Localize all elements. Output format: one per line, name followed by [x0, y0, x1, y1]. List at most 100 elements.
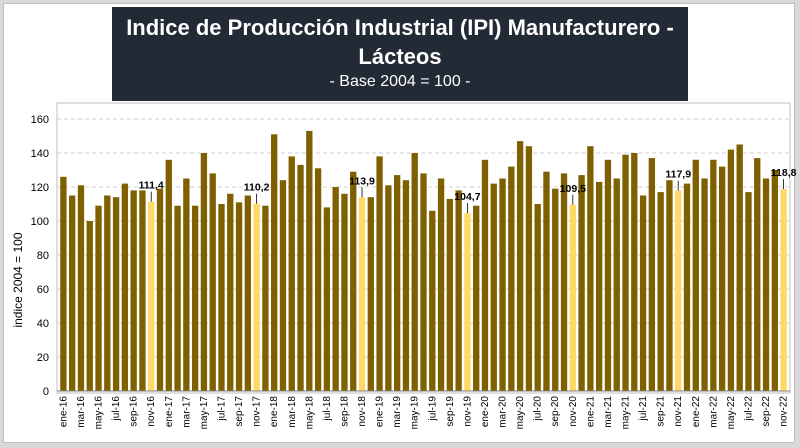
bar-jun-20: [525, 146, 533, 391]
x-tick-label: may-16: [94, 396, 105, 430]
bar-mar-17: [183, 178, 190, 391]
bar-jun-18: [314, 168, 322, 391]
x-tick-label: sep-18: [339, 396, 350, 427]
bar-ene-21: [587, 146, 594, 391]
bar-jul-21: [639, 195, 647, 391]
bar-mar-22: [710, 159, 717, 391]
bar-mar-16: [77, 185, 85, 391]
x-tick-label: nov-18: [357, 396, 368, 427]
bar-ene-22: [692, 159, 699, 391]
bar-feb-21: [596, 181, 603, 391]
data-label: 110,2: [244, 182, 270, 194]
bar-may-18: [306, 130, 313, 391]
bar-abr-20: [508, 166, 515, 391]
bar-mar-21: [604, 159, 612, 391]
bar-sep-20: [552, 188, 559, 391]
y-tick-label: 80: [37, 250, 49, 262]
bar-oct-20: [560, 173, 568, 391]
y-tick-label: 100: [31, 216, 49, 228]
x-tick-label: sep-17: [234, 396, 245, 427]
bar-jul-19: [429, 210, 436, 391]
data-labels: 111,4 110,2 113,9 104,7 109,5 117,9 118,8: [139, 167, 797, 214]
bar-mar-19: [393, 175, 401, 391]
x-tick-label: may-22: [726, 396, 737, 430]
data-label: 111,4: [139, 180, 164, 192]
bar-feb-22: [701, 178, 708, 391]
x-tick-label: sep-16: [129, 396, 140, 427]
bar-sep-21: [657, 192, 664, 391]
x-tick-label: jul-16: [111, 396, 122, 422]
bar-dic-17: [262, 205, 269, 391]
x-tick-label: may-20: [515, 396, 526, 430]
x-tick-label: mar-21: [603, 396, 614, 428]
x-tick-label: mar-19: [392, 396, 403, 428]
bar-ene-16: [60, 176, 67, 391]
x-tick-label: may-18: [304, 396, 315, 430]
x-tick-label: ene-21: [585, 396, 596, 428]
bar-oct-17: [244, 195, 251, 391]
x-tick-label: ene-20: [480, 396, 491, 428]
x-tick-label: ene-17: [164, 396, 175, 428]
bar-nov-20: [569, 204, 576, 391]
data-label: 113,9: [349, 175, 375, 187]
x-tick-label: jul-21: [638, 396, 649, 422]
chart-title-line1: Indice de Producción Industrial (IPI) Ma…: [126, 15, 674, 40]
bar-dic-18: [367, 197, 374, 391]
chart-title-line2: Lácteos: [358, 44, 442, 69]
bar-ago-16: [121, 183, 129, 391]
bar-abr-16: [86, 221, 93, 391]
x-tick-label: nov-20: [568, 396, 579, 427]
bar-may-19: [411, 153, 418, 391]
y-axis-ticks: 0 20 40 60 80 100 120 140 160: [31, 114, 49, 398]
bar-nov-16: [148, 201, 155, 391]
bar-may-22: [727, 149, 735, 391]
bar-dic-16: [156, 188, 164, 391]
bar-ago-18: [332, 187, 339, 391]
y-tick-label: 120: [31, 182, 49, 194]
bar-ago-20: [543, 171, 550, 391]
x-tick-label: may-17: [199, 396, 210, 430]
bar-oct-22: [771, 170, 778, 391]
bar-oct-21: [666, 180, 673, 391]
bar-sep-16: [130, 190, 137, 391]
title-box: Indice de Producción Industrial (IPI) Ma…: [112, 7, 688, 101]
bar-oct-16: [139, 190, 146, 391]
bar-ene-19: [376, 156, 383, 391]
bar-jul-18: [323, 207, 331, 391]
x-tick-label: sep-19: [445, 396, 456, 427]
data-label: 104,7: [454, 191, 480, 203]
x-tick-label: mar-18: [287, 396, 298, 428]
bar-jun-16: [104, 195, 111, 391]
bar-abr-19: [402, 180, 410, 391]
x-tick-label: sep-21: [656, 396, 667, 427]
x-tick-label: jul-19: [427, 396, 438, 422]
x-tick-label: ene-19: [375, 396, 386, 428]
bar-feb-20: [490, 183, 497, 391]
y-axis-label: indice 2004 = 100: [11, 232, 25, 327]
bar-mar-18: [288, 156, 295, 391]
x-tick-label: mar-17: [181, 396, 192, 428]
bar-nov-19: [464, 213, 471, 391]
plot-area: [56, 102, 791, 394]
y-tick-label: 20: [37, 352, 49, 364]
bar-ene-17: [165, 159, 172, 391]
bar-oct-19: [455, 190, 462, 391]
y-tick-label: 160: [31, 114, 49, 126]
x-tick-label: nov-16: [146, 396, 157, 427]
x-axis-ticks: ene-16 mar-16 may-16 jul-16 sep-16 nov-16 ene-…: [58, 396, 789, 430]
bar-may-17: [200, 153, 208, 391]
bar-jun-19: [420, 173, 427, 391]
x-tick-label: ene-22: [691, 396, 702, 428]
bar-ago-19: [437, 178, 445, 391]
x-tick-label: may-21: [621, 396, 632, 430]
y-tick-label: 60: [37, 284, 49, 296]
bar-abr-22: [718, 166, 726, 391]
bar-ene-18: [271, 134, 278, 392]
x-tick-label: nov-22: [779, 396, 790, 427]
x-tick-label: nov-17: [252, 396, 263, 427]
y-tick-label: 40: [37, 318, 49, 330]
bar-jun-22: [736, 144, 743, 391]
x-tick-label: may-19: [410, 396, 421, 430]
data-label: 117,9: [665, 169, 691, 181]
